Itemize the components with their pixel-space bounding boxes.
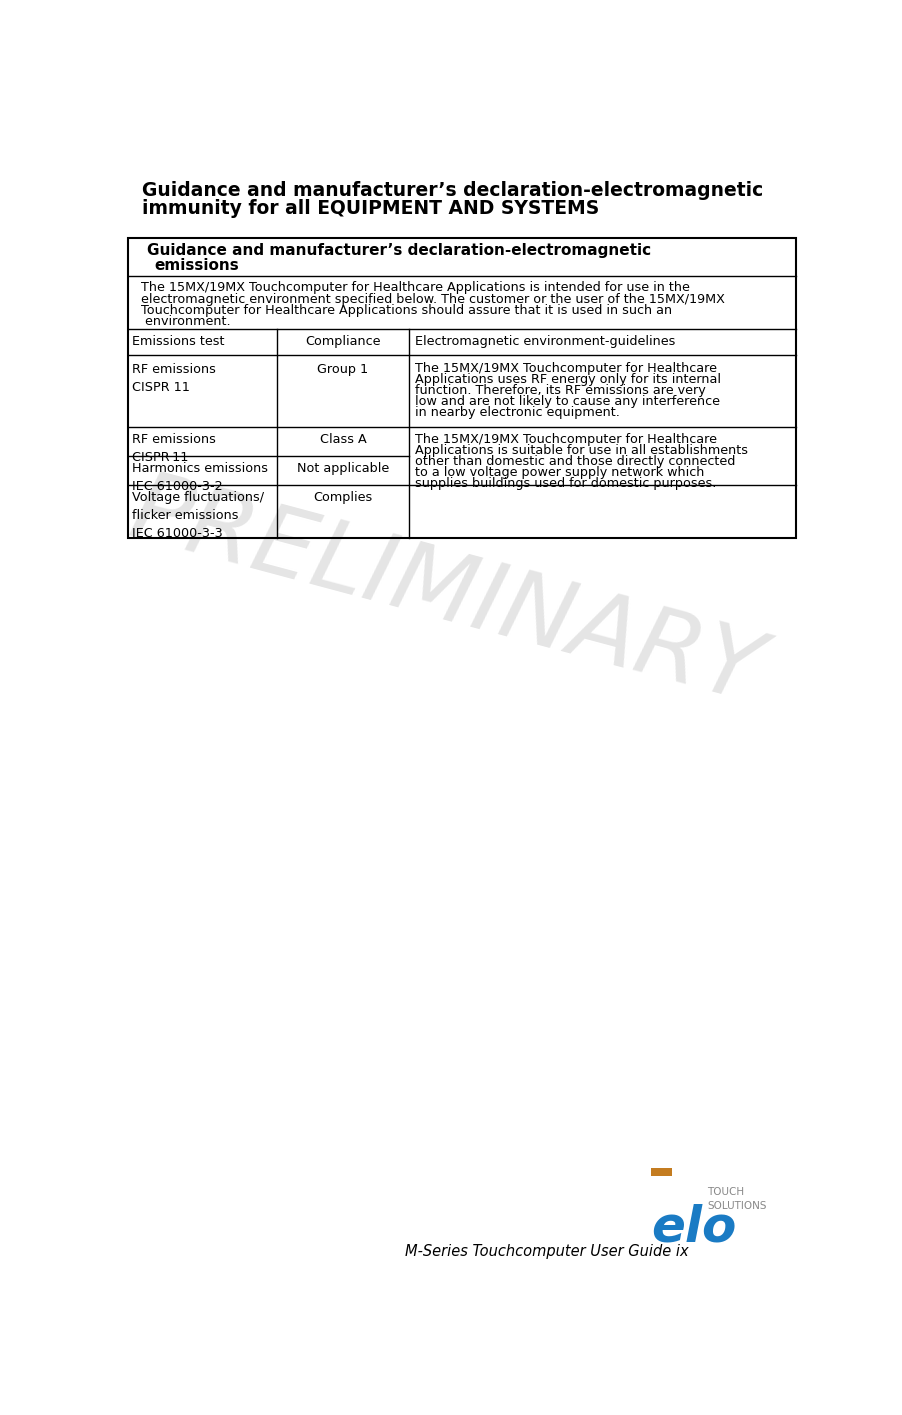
- Text: The 15MX/19MX Touchcomputer for Healthcare: The 15MX/19MX Touchcomputer for Healthca…: [415, 361, 716, 375]
- Text: Guidance and manufacturer’s declaration-electromagnetic: Guidance and manufacturer’s declaration-…: [147, 243, 650, 258]
- Text: immunity for all EQUIPMENT AND SYSTEMS: immunity for all EQUIPMENT AND SYSTEMS: [143, 200, 599, 218]
- Text: Voltage fluctuations/
flicker emissions
IEC 61000-3-3: Voltage fluctuations/ flicker emissions …: [132, 491, 264, 541]
- Text: RF emissions
CISPR 11: RF emissions CISPR 11: [132, 433, 216, 464]
- Text: environment.: environment.: [141, 316, 230, 328]
- Text: supplies buildings used for domestic purposes.: supplies buildings used for domestic pur…: [415, 477, 715, 491]
- Bar: [128, 238, 796, 538]
- Text: The 15MX/19MX Touchcomputer for Healthcare Applications is intended for use in t: The 15MX/19MX Touchcomputer for Healthca…: [141, 282, 689, 294]
- Text: electromagnetic environment specified below. The customer or the user of the 15M: electromagnetic environment specified be…: [141, 293, 723, 306]
- Text: function. Therefore, its RF emissions are very: function. Therefore, its RF emissions ar…: [415, 383, 705, 396]
- Text: low and are not likely to cause any interference: low and are not likely to cause any inte…: [415, 395, 719, 408]
- Text: Electromagnetic environment-guidelines: Electromagnetic environment-guidelines: [415, 335, 675, 348]
- Text: M-Series Touchcomputer User Guide ix: M-Series Touchcomputer User Guide ix: [405, 1244, 688, 1259]
- Bar: [650, 1167, 671, 1176]
- Text: Applications uses RF energy only for its internal: Applications uses RF energy only for its…: [415, 372, 721, 386]
- Text: Compliance: Compliance: [305, 335, 381, 348]
- Text: Harmonics emissions
IEC 61000-3-2: Harmonics emissions IEC 61000-3-2: [132, 463, 268, 492]
- Text: to a low voltage power supply network which: to a low voltage power supply network wh…: [415, 467, 704, 480]
- Text: The 15MX/19MX Touchcomputer for Healthcare: The 15MX/19MX Touchcomputer for Healthca…: [415, 433, 716, 446]
- Text: emissions: emissions: [154, 258, 239, 273]
- Text: Class A: Class A: [319, 433, 366, 446]
- Text: Guidance and manufacturer’s declaration-electromagnetic: Guidance and manufacturer’s declaration-…: [143, 181, 763, 200]
- Text: Applications is suitable for use in all establishments: Applications is suitable for use in all …: [415, 444, 747, 457]
- Text: Touchcomputer for Healthcare Applications should assure that it is used in such : Touchcomputer for Healthcare Application…: [141, 304, 671, 317]
- Text: Complies: Complies: [313, 491, 373, 504]
- Text: Emissions test: Emissions test: [132, 335, 225, 348]
- Text: elo: elo: [650, 1204, 736, 1252]
- Text: Group 1: Group 1: [318, 364, 368, 376]
- Text: RF emissions
CISPR 11: RF emissions CISPR 11: [132, 364, 216, 393]
- Text: in nearby electronic equipment.: in nearby electronic equipment.: [415, 406, 620, 419]
- Text: TOUCH
SOLUTIONS: TOUCH SOLUTIONS: [706, 1187, 766, 1211]
- Text: Not applicable: Not applicable: [297, 463, 389, 475]
- Text: other than domestic and those directly connected: other than domestic and those directly c…: [415, 456, 735, 468]
- Text: PRELIMINARY: PRELIMINARY: [120, 464, 771, 722]
